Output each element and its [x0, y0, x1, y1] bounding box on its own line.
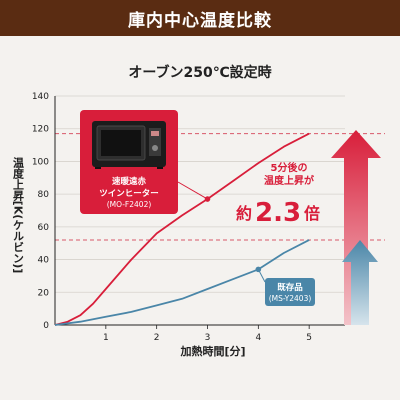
series-line-0 [54, 132, 310, 326]
y-tick-label: 100 [32, 157, 49, 167]
reference-lines [55, 133, 385, 241]
x-tick-label: 3 [205, 333, 211, 343]
y-tick-label: 60 [38, 223, 50, 233]
blue-series-name: 既存品 [277, 282, 303, 293]
callout-connectors [177, 181, 266, 283]
blue-series-callout: 既存品 (MS-Y2403) [265, 278, 315, 306]
red-connector-line [177, 181, 208, 200]
blue-rise-arrow [342, 240, 378, 325]
ratio-prefix: 約 [236, 204, 252, 223]
x-tick-label: 5 [306, 333, 312, 343]
y-axis-label: 温度上昇[K(ケルビン)] [12, 155, 25, 273]
x-tick-label: 2 [154, 333, 160, 343]
x-tick-label: 1 [103, 333, 109, 343]
red-series-name-line2: ツインヒーター [99, 188, 159, 199]
red-connector-dot [204, 196, 211, 202]
y-tick-label: 80 [38, 190, 50, 200]
blue-callout-box [265, 278, 315, 306]
ratio-annotation: 5分後の 温度上昇が 約 2.3 倍 [236, 161, 320, 228]
y-tick-label: 20 [38, 288, 50, 298]
oven-image [92, 121, 166, 169]
ratio-suffix: 倍 [304, 204, 320, 223]
header-banner: 庫内中心温度比較 [0, 0, 400, 36]
blue-connector-dot [255, 266, 262, 273]
series-layer [54, 132, 310, 326]
ratio-value: 2.3 [255, 198, 301, 228]
y-tick-label: 120 [32, 125, 49, 135]
ratio-text-line1: 5分後の [271, 161, 308, 174]
red-series-model: (MO-F2402) [107, 200, 152, 209]
red-series-name-line1: 速暖遠赤 [112, 176, 147, 187]
y-tick-label: 0 [43, 321, 49, 331]
chart-subtitle: オーブン250℃設定時 [128, 65, 272, 81]
x-axis-label: 加熱時間[分] [179, 344, 245, 358]
red-rise-arrow [331, 130, 381, 325]
blue-series-model: (MS-Y2403) [269, 294, 312, 303]
header-title: 庫内中心温度比較 [128, 10, 272, 31]
x-tick-label: 4 [255, 333, 261, 343]
y-tick-label: 140 [32, 92, 49, 102]
red-series-callout: 速暖遠赤 ツインヒーター (MO-F2402) [80, 110, 178, 214]
y-tick-label: 40 [38, 256, 50, 266]
axes-layer: 0 20 40 60 80 100 120 140 1 2 3 4 5 [32, 92, 345, 343]
series-line-1 [54, 239, 310, 326]
ratio-text-line2: 温度上昇が [264, 174, 315, 187]
